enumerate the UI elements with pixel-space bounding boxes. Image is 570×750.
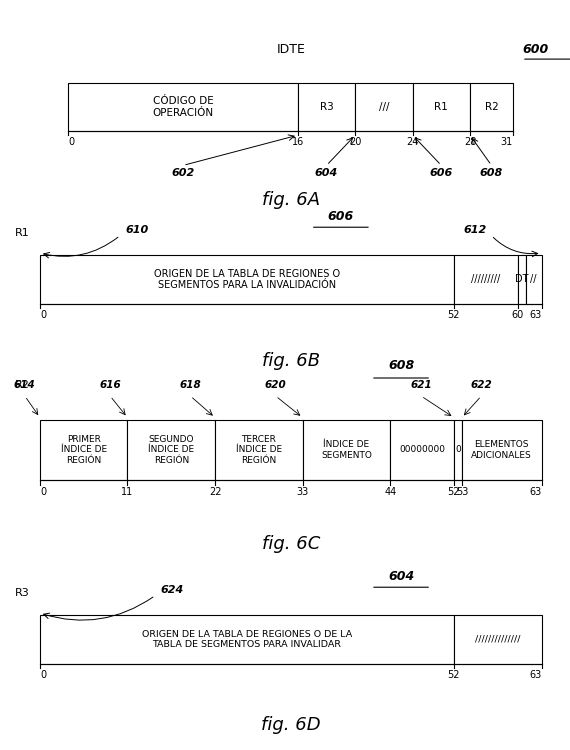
Text: R3: R3	[320, 102, 333, 112]
Text: 602: 602	[172, 168, 195, 178]
Text: ///: ///	[378, 102, 389, 112]
Bar	[355, 82, 413, 131]
Bar	[454, 615, 542, 664]
Text: 604: 604	[388, 570, 414, 584]
Bar	[454, 255, 518, 304]
Bar	[303, 420, 390, 480]
Text: 610: 610	[125, 224, 148, 235]
Text: 60: 60	[511, 310, 524, 320]
Text: ELEMENTOS
ADICIONALES: ELEMENTOS ADICIONALES	[471, 440, 532, 460]
Text: 16: 16	[292, 137, 304, 147]
Text: fig. 6B: fig. 6B	[262, 352, 320, 370]
Text: 621: 621	[410, 380, 432, 390]
Text: /////////: /////////	[471, 274, 500, 284]
Text: ÍNDICE DE
SEGMENTO: ÍNDICE DE SEGMENTO	[321, 440, 372, 460]
Text: TERCER
ÍNDICE DE
REGIÓN: TERCER ÍNDICE DE REGIÓN	[236, 435, 282, 465]
Text: R1: R1	[15, 228, 30, 238]
Bar	[128, 420, 215, 480]
Text: 0: 0	[40, 488, 46, 497]
Text: 0: 0	[455, 446, 461, 454]
Text: ORIGEN DE LA TABLA DE REGIONES O
SEGMENTOS PARA LA INVALIDACIÓN: ORIGEN DE LA TABLA DE REGIONES O SEGMENT…	[154, 268, 340, 290]
Text: 52: 52	[447, 310, 460, 320]
Text: 44: 44	[384, 488, 396, 497]
Text: 52: 52	[447, 488, 460, 497]
Text: 00000000: 00000000	[399, 446, 445, 454]
Text: IDTE: IDTE	[276, 43, 305, 56]
Text: 614: 614	[14, 380, 36, 390]
Text: DT: DT	[515, 274, 528, 284]
Text: 0: 0	[40, 670, 46, 680]
Text: R2: R2	[484, 102, 498, 112]
Text: 620: 620	[265, 380, 287, 390]
Text: 624: 624	[160, 584, 184, 595]
Text: 31: 31	[501, 137, 513, 147]
Text: 622: 622	[470, 380, 492, 390]
Text: 608: 608	[388, 359, 414, 372]
Text: SEGUNDO
ÍNDICE DE
REGIÓN: SEGUNDO ÍNDICE DE REGIÓN	[148, 435, 194, 465]
Text: 20: 20	[349, 137, 361, 147]
Text: ORIGEN DE LA TABLA DE REGIONES O DE LA
TABLA DE SEGMENTOS PARA INVALIDAR: ORIGEN DE LA TABLA DE REGIONES O DE LA T…	[142, 630, 352, 649]
Bar	[518, 255, 526, 304]
Text: 33: 33	[296, 488, 309, 497]
Text: R2: R2	[15, 380, 30, 390]
Text: 11: 11	[121, 488, 133, 497]
Bar	[526, 255, 542, 304]
Text: 606: 606	[328, 210, 354, 224]
Text: 604: 604	[315, 168, 338, 178]
Text: 63: 63	[530, 310, 541, 320]
Text: R1: R1	[434, 102, 448, 112]
Text: 608: 608	[480, 168, 503, 178]
Text: 600: 600	[522, 43, 548, 56]
Bar	[390, 420, 454, 480]
Text: 0: 0	[40, 310, 46, 320]
Bar	[40, 255, 454, 304]
Bar	[462, 420, 542, 480]
Bar	[470, 82, 513, 131]
Bar	[40, 420, 128, 480]
Text: PRIMER
ÍNDICE DE
REGIÓN: PRIMER ÍNDICE DE REGIÓN	[60, 435, 107, 465]
Text: 616: 616	[99, 380, 121, 390]
Text: 28: 28	[464, 137, 476, 147]
Text: fig. 6C: fig. 6C	[262, 535, 320, 553]
Text: 53: 53	[455, 488, 468, 497]
Text: fig. 6A: fig. 6A	[262, 191, 320, 209]
Text: //////////////: //////////////	[475, 634, 520, 644]
Text: 22: 22	[209, 488, 221, 497]
Bar	[68, 82, 298, 131]
Text: 0: 0	[68, 137, 75, 147]
Text: fig. 6D: fig. 6D	[261, 716, 320, 734]
Text: CÓDIGO DE
OPERACIÓN: CÓDIGO DE OPERACIÓN	[153, 96, 214, 118]
Text: 618: 618	[180, 380, 201, 390]
Bar	[413, 82, 470, 131]
Bar	[40, 615, 454, 664]
Text: 63: 63	[530, 670, 541, 680]
Bar	[215, 420, 303, 480]
Text: 24: 24	[406, 137, 419, 147]
Text: R3: R3	[15, 588, 30, 598]
Text: //: //	[530, 274, 537, 284]
Text: 612: 612	[463, 224, 486, 235]
Bar	[298, 82, 355, 131]
Text: 63: 63	[530, 488, 541, 497]
Text: 606: 606	[430, 168, 453, 178]
Text: 52: 52	[447, 670, 460, 680]
Bar	[454, 420, 462, 480]
